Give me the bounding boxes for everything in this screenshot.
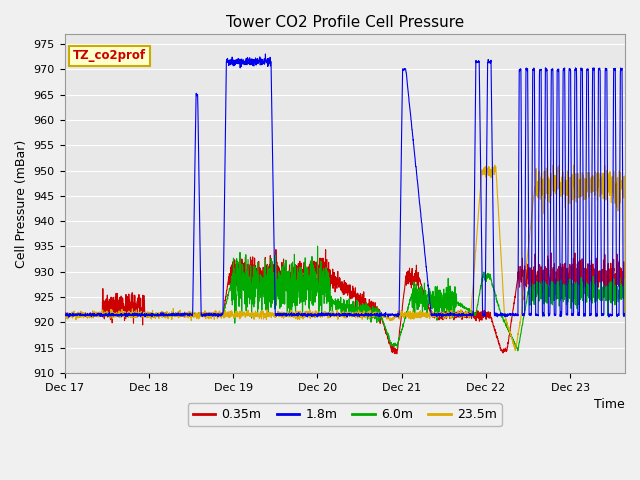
Title: Tower CO2 Profile Cell Pressure: Tower CO2 Profile Cell Pressure <box>226 15 464 30</box>
X-axis label: Time: Time <box>595 398 625 411</box>
Legend: 0.35m, 1.8m, 6.0m, 23.5m: 0.35m, 1.8m, 6.0m, 23.5m <box>188 403 502 426</box>
Text: TZ_co2prof: TZ_co2prof <box>73 49 146 62</box>
Y-axis label: Cell Pressure (mBar): Cell Pressure (mBar) <box>15 139 28 267</box>
